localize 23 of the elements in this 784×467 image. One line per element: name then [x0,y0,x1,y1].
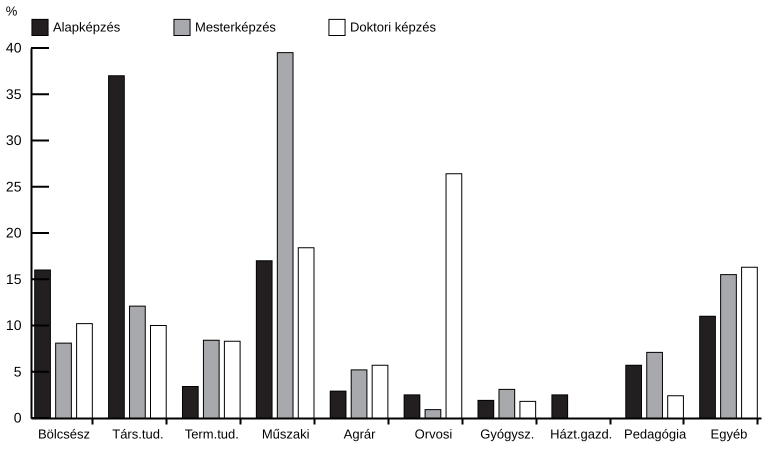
legend-label: Mesterképzés [195,19,276,34]
y-tick-label: 40 [6,40,22,56]
x-tick-label: Bölcsész [38,426,90,442]
x-tick-label: Orvosi [414,426,452,442]
y-tick-label: 5 [14,363,22,380]
x-tick-label: Társ.tud. [112,426,164,442]
legend-label: Alapképzés [53,19,121,34]
x-tick-label: Term.tud. [184,426,239,442]
x-tick-label: Gyógysz. [480,426,534,442]
legend-label: Doktori képzés [350,19,436,34]
x-tick-label: Műszaki [262,426,310,442]
y-axis-title: % [6,4,18,18]
x-tick-label: Agrár [344,426,376,442]
x-tick-label: Egyéb [710,426,748,442]
y-tick-label: 35 [6,86,22,102]
y-tick-label: 20 [6,224,22,240]
x-tick-label: Házt.gazd. [550,426,612,442]
y-tick-label: 30 [6,132,22,148]
y-tick-label: 0 [14,410,22,426]
x-tick-label: Pedagógia [624,426,687,442]
y-tick-label: 25 [6,178,22,194]
y-tick-label: 15 [6,270,22,287]
y-tick-label: 10 [6,317,22,333]
